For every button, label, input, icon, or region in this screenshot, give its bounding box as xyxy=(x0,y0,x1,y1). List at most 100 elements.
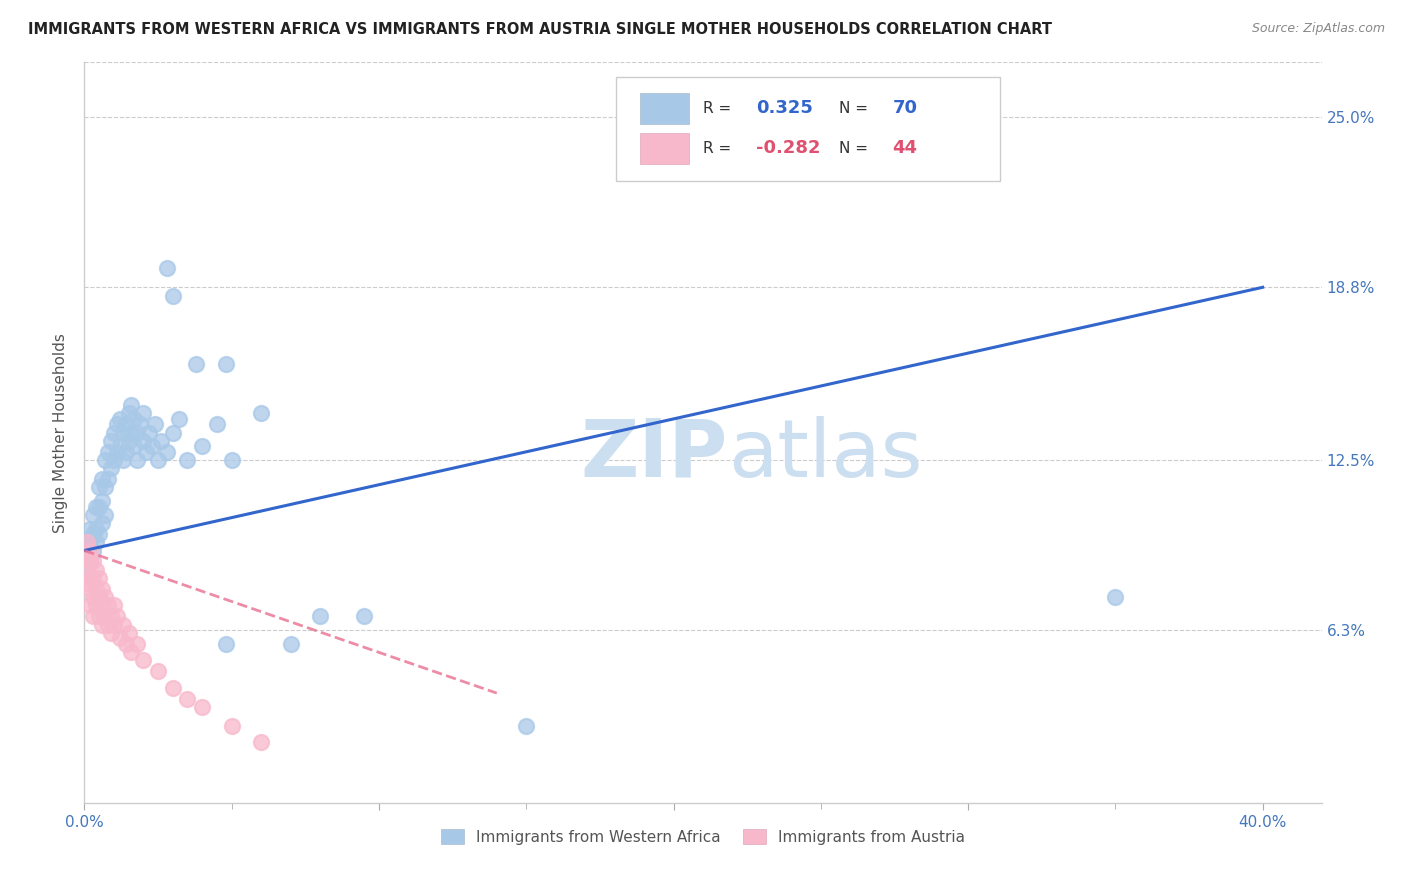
Point xyxy=(82,590,104,604)
Point xyxy=(138,425,160,440)
Point xyxy=(82,527,104,541)
Point xyxy=(94,480,117,494)
Point xyxy=(1104,590,1126,604)
Point xyxy=(91,617,114,632)
Text: N =: N = xyxy=(839,141,873,156)
FancyBboxPatch shape xyxy=(616,78,1000,181)
Point xyxy=(91,582,114,596)
Point xyxy=(117,406,139,420)
Point xyxy=(103,617,125,632)
Point xyxy=(100,625,122,640)
Text: IMMIGRANTS FROM WESTERN AFRICA VS IMMIGRANTS FROM AUSTRIA SINGLE MOTHER HOUSEHOL: IMMIGRANTS FROM WESTERN AFRICA VS IMMIGR… xyxy=(28,22,1052,37)
Text: 0.325: 0.325 xyxy=(756,99,813,118)
Point xyxy=(100,434,122,448)
Point xyxy=(79,554,101,568)
Point xyxy=(143,417,166,432)
Point xyxy=(162,425,184,440)
Point xyxy=(121,398,143,412)
Legend: Immigrants from Western Africa, Immigrants from Austria: Immigrants from Western Africa, Immigran… xyxy=(434,823,972,851)
Point xyxy=(176,691,198,706)
Point xyxy=(79,543,101,558)
Point xyxy=(124,439,146,453)
Point xyxy=(84,563,107,577)
Text: R =: R = xyxy=(703,141,737,156)
Point xyxy=(205,417,228,432)
Point xyxy=(76,576,98,591)
Point xyxy=(76,563,98,577)
Point xyxy=(91,599,114,613)
Point xyxy=(114,637,136,651)
Point xyxy=(91,516,114,530)
Point xyxy=(79,571,101,585)
Point xyxy=(135,445,157,459)
Point xyxy=(215,357,238,371)
Point xyxy=(105,609,128,624)
Point xyxy=(176,453,198,467)
Text: Source: ZipAtlas.com: Source: ZipAtlas.com xyxy=(1251,22,1385,36)
Text: N =: N = xyxy=(839,101,873,116)
Point xyxy=(129,417,152,432)
Point xyxy=(97,599,120,613)
Point xyxy=(108,412,131,426)
Point xyxy=(280,637,302,651)
Point xyxy=(191,439,214,453)
Point xyxy=(146,664,169,678)
Point xyxy=(87,590,110,604)
Point xyxy=(146,453,169,467)
Point xyxy=(156,445,179,459)
Point xyxy=(167,412,190,426)
Point xyxy=(87,500,110,514)
Point xyxy=(117,434,139,448)
Point xyxy=(82,609,104,624)
Point xyxy=(79,582,101,596)
Point xyxy=(221,719,243,733)
Point xyxy=(82,543,104,558)
Point xyxy=(127,637,149,651)
Point xyxy=(79,535,101,549)
Point xyxy=(121,645,143,659)
FancyBboxPatch shape xyxy=(640,93,689,124)
Point xyxy=(162,288,184,302)
Point xyxy=(84,522,107,536)
Point xyxy=(76,563,98,577)
Text: atlas: atlas xyxy=(728,416,922,494)
Point xyxy=(108,632,131,646)
Point xyxy=(111,453,134,467)
Text: R =: R = xyxy=(703,101,737,116)
Point xyxy=(91,494,114,508)
Point xyxy=(105,417,128,432)
Point xyxy=(97,472,120,486)
Point xyxy=(84,535,107,549)
Point xyxy=(76,549,98,563)
Point xyxy=(82,554,104,568)
Point xyxy=(76,549,98,563)
Text: -0.282: -0.282 xyxy=(756,139,821,157)
Point xyxy=(309,609,332,624)
Point xyxy=(124,412,146,426)
Point xyxy=(87,527,110,541)
Point xyxy=(94,590,117,604)
Point xyxy=(108,439,131,453)
FancyBboxPatch shape xyxy=(640,133,689,164)
Point xyxy=(186,357,208,371)
Point xyxy=(221,453,243,467)
Text: 70: 70 xyxy=(893,99,917,118)
Point xyxy=(87,609,110,624)
Point xyxy=(103,425,125,440)
Point xyxy=(353,609,375,624)
Point xyxy=(250,735,273,749)
Point xyxy=(100,461,122,475)
Point xyxy=(87,480,110,494)
Point xyxy=(111,617,134,632)
Point xyxy=(127,453,149,467)
Point xyxy=(515,719,537,733)
Point xyxy=(117,625,139,640)
Point xyxy=(132,653,155,667)
Point xyxy=(84,500,107,514)
Point xyxy=(82,508,104,522)
Point xyxy=(91,472,114,486)
Point xyxy=(132,406,155,420)
Point xyxy=(79,599,101,613)
Text: ZIP: ZIP xyxy=(581,416,728,494)
Point xyxy=(94,508,117,522)
